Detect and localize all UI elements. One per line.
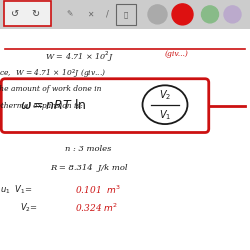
Text: ✕: ✕ [87, 10, 93, 19]
Text: $V_2$: $V_2$ [159, 88, 171, 102]
Text: s the amount of work done in: s the amount of work done in [0, 85, 102, 93]
Text: 0.101  $m^3$: 0.101 $m^3$ [75, 184, 121, 196]
Text: $u_1$  $V_1$=: $u_1$ $V_1$= [0, 184, 32, 196]
Circle shape [172, 4, 193, 25]
Text: $V_2$=: $V_2$= [20, 201, 38, 214]
Text: n : 3 moles: n : 3 moles [65, 145, 112, 153]
FancyBboxPatch shape [116, 4, 136, 25]
Text: ↺: ↺ [11, 9, 19, 20]
Text: 🖼: 🖼 [124, 11, 128, 18]
Text: (giv...): (giv...) [165, 50, 189, 58]
Text: 0.324 $m^2$: 0.324 $m^2$ [75, 201, 118, 214]
FancyBboxPatch shape [0, 0, 250, 29]
Circle shape [224, 6, 241, 23]
Text: $V_1$: $V_1$ [159, 108, 171, 122]
Text: ✎: ✎ [67, 10, 73, 19]
Text: ence,  W = 4.71 × 10$^2$J (giv...): ence, W = 4.71 × 10$^2$J (giv...) [0, 68, 106, 81]
FancyBboxPatch shape [1, 79, 209, 132]
FancyBboxPatch shape [4, 1, 51, 26]
Circle shape [148, 5, 167, 24]
Circle shape [202, 6, 218, 23]
Text: /: / [106, 10, 109, 19]
Text: W = 4.71 × 10$^2$J: W = 4.71 × 10$^2$J [45, 50, 114, 64]
Text: ↻: ↻ [31, 9, 39, 20]
Text: isothermal expansion is:: isothermal expansion is: [0, 102, 83, 110]
Text: R = 8.314  J/k mol: R = 8.314 J/k mol [50, 164, 128, 172]
Text: $\omega = nRT\ \ln$: $\omega = nRT\ \ln$ [20, 98, 86, 112]
Ellipse shape [142, 85, 188, 124]
